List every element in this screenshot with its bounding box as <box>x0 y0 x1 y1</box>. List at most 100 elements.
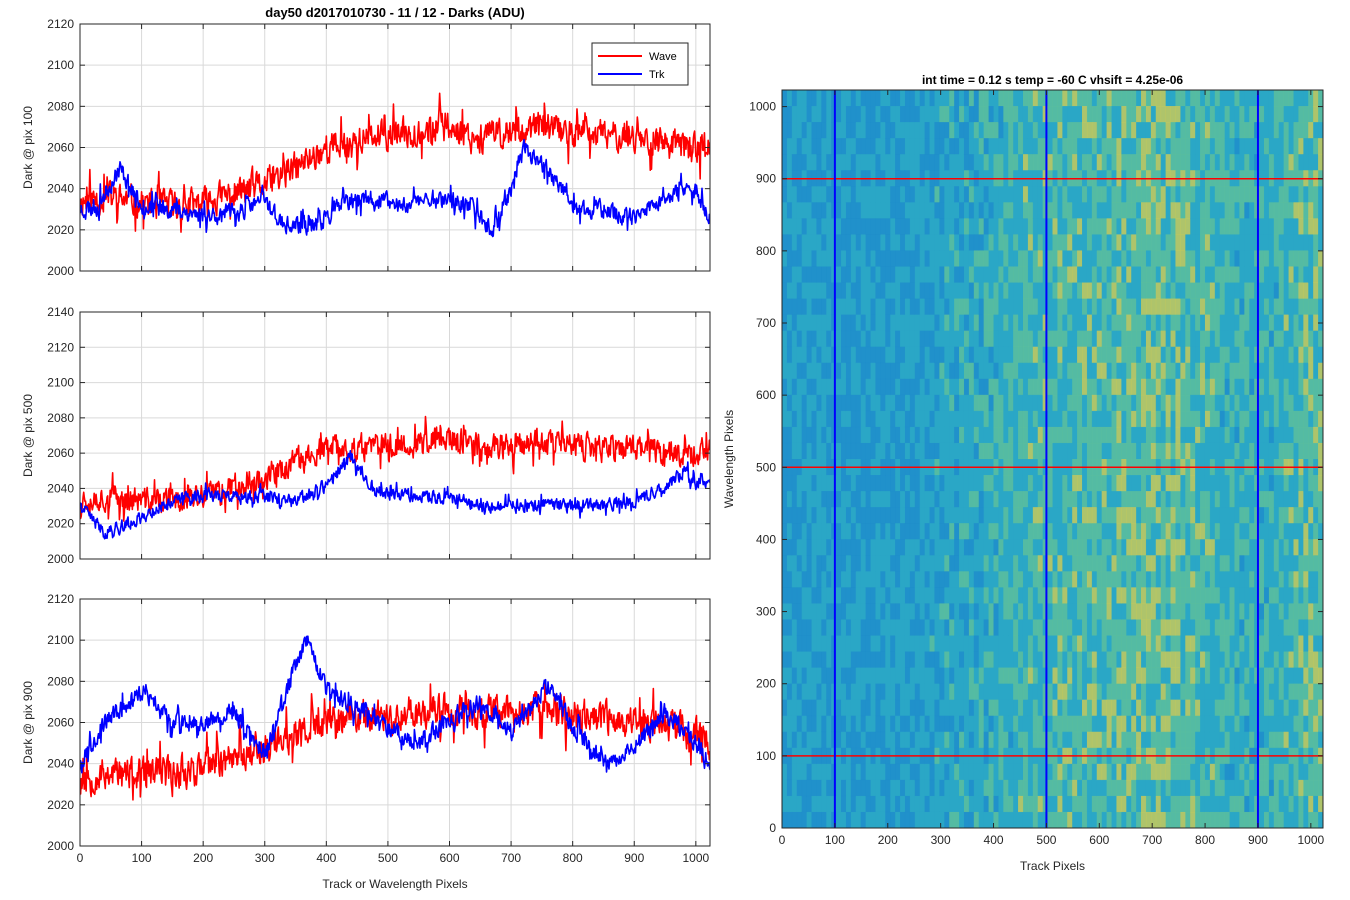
heatmap-cell <box>1067 571 1073 588</box>
heatmap-cell <box>1027 442 1034 460</box>
heatmap-cell <box>1239 106 1245 123</box>
heatmap-cell <box>1145 410 1152 428</box>
heatmap-cell <box>1018 346 1024 364</box>
heatmap-cell <box>909 491 916 508</box>
heatmap-cell <box>1106 298 1112 316</box>
heatmap-cell <box>1141 410 1147 428</box>
heatmap-cell <box>1273 394 1280 412</box>
heatmap-cell <box>1165 282 1171 299</box>
heatmap-cell <box>890 202 896 219</box>
heatmap-cell <box>1273 619 1280 636</box>
heatmap-cell <box>993 394 999 412</box>
heatmap-cell <box>1027 635 1034 652</box>
heatmap-cell <box>1268 138 1275 155</box>
heatmap-cell <box>919 491 926 508</box>
heatmap-cell <box>1224 699 1230 717</box>
heatmap-cell <box>1136 587 1142 604</box>
heatmap-cell <box>1131 555 1137 572</box>
heatmap-cell <box>949 298 955 316</box>
heatmap-cell <box>963 667 970 685</box>
heatmap-cell <box>1062 426 1068 444</box>
heatmap-cell <box>1239 667 1245 685</box>
heatmap-cell <box>895 90 901 107</box>
heatmap-cell <box>1175 298 1181 316</box>
heatmap-cell <box>1229 667 1235 685</box>
heatmap-cell <box>1018 507 1024 524</box>
heatmap-cell <box>1155 106 1162 123</box>
heatmap-cell <box>850 779 857 797</box>
heatmap-cell <box>860 346 867 364</box>
heatmap-cell <box>1072 811 1078 828</box>
heatmap-cell <box>988 186 994 203</box>
heatmap-cell <box>1032 154 1039 171</box>
heatmap-cell <box>855 587 862 604</box>
heatmap-cell <box>1141 779 1147 797</box>
heatmap-cell <box>993 442 999 460</box>
heatmap-cell <box>1214 122 1221 139</box>
heatmap-cell <box>924 122 930 139</box>
heatmap-cell <box>1268 683 1275 701</box>
heatmap-cell <box>1219 314 1226 332</box>
heatmap-cell <box>1263 186 1270 203</box>
heatmap-cell <box>1278 298 1285 316</box>
heatmap-cell <box>904 619 911 636</box>
heatmap-cell <box>983 90 989 107</box>
heatmap-cell <box>826 555 832 572</box>
heatmap-cell <box>890 731 896 749</box>
heatmap-cell <box>1185 475 1191 492</box>
heatmap-cell <box>1052 90 1058 107</box>
heatmap-cell <box>934 426 940 444</box>
heatmap-cell <box>1086 362 1093 380</box>
heatmap-cell <box>1214 106 1221 123</box>
heatmap-cell <box>821 555 827 572</box>
heatmap-cell <box>1200 186 1206 203</box>
heatmap-cell <box>875 442 881 460</box>
heatmap-cell <box>796 202 803 219</box>
heatmap-cell <box>885 138 891 155</box>
heatmap-cell <box>1032 410 1039 428</box>
heatmap-cell <box>1101 571 1107 588</box>
heatmap-cell <box>988 523 994 540</box>
heatmap-cell <box>963 539 970 556</box>
heatmap-cell <box>1022 555 1029 572</box>
heatmap-cell <box>1072 298 1078 316</box>
heatmap-cell <box>1219 763 1226 781</box>
heatmap-cell <box>978 266 985 283</box>
heatmap-cell <box>1190 250 1196 267</box>
heatmap-cell <box>860 298 867 316</box>
heatmap-cell <box>1106 779 1112 797</box>
heatmap-cell <box>1150 603 1157 620</box>
heatmap-cell <box>1229 218 1235 235</box>
heatmap-cell <box>944 779 950 797</box>
heatmap-cell <box>1077 683 1083 701</box>
heatmap-cell <box>782 587 788 604</box>
heatmap-cell <box>1259 362 1265 380</box>
heatmap-cell <box>826 587 832 604</box>
heatmap-cell <box>865 603 871 620</box>
heatmap-cell <box>782 90 788 107</box>
heatmap-cell <box>1160 202 1167 219</box>
heatmap-cell <box>1224 571 1230 588</box>
heatmap-cell <box>1057 90 1063 107</box>
heatmap-cell <box>983 154 989 171</box>
heatmap-cell <box>1013 763 1019 781</box>
heatmap-cell <box>1101 715 1107 733</box>
heatmap-cell <box>880 330 886 348</box>
heatmap-cell <box>1003 795 1009 813</box>
heatmap-cell <box>904 90 911 107</box>
heatmap-cell <box>826 282 832 299</box>
heatmap-cell <box>1249 491 1255 508</box>
heatmap-cell <box>1263 811 1270 828</box>
heatmap-cell <box>841 154 847 171</box>
heatmap-cell <box>1234 603 1240 620</box>
heatmap-cell <box>1150 539 1157 556</box>
heatmap-cell <box>1116 410 1122 428</box>
heatmap-cell <box>924 715 930 733</box>
heatmap-cell <box>1263 106 1270 123</box>
heatmap-cell <box>1101 378 1107 396</box>
heatmap-cell <box>870 218 876 235</box>
heatmap-cell <box>909 282 916 299</box>
heatmap-cell <box>841 394 847 412</box>
heatmap-cell <box>1032 346 1039 364</box>
heatmap-cell <box>1062 298 1068 316</box>
